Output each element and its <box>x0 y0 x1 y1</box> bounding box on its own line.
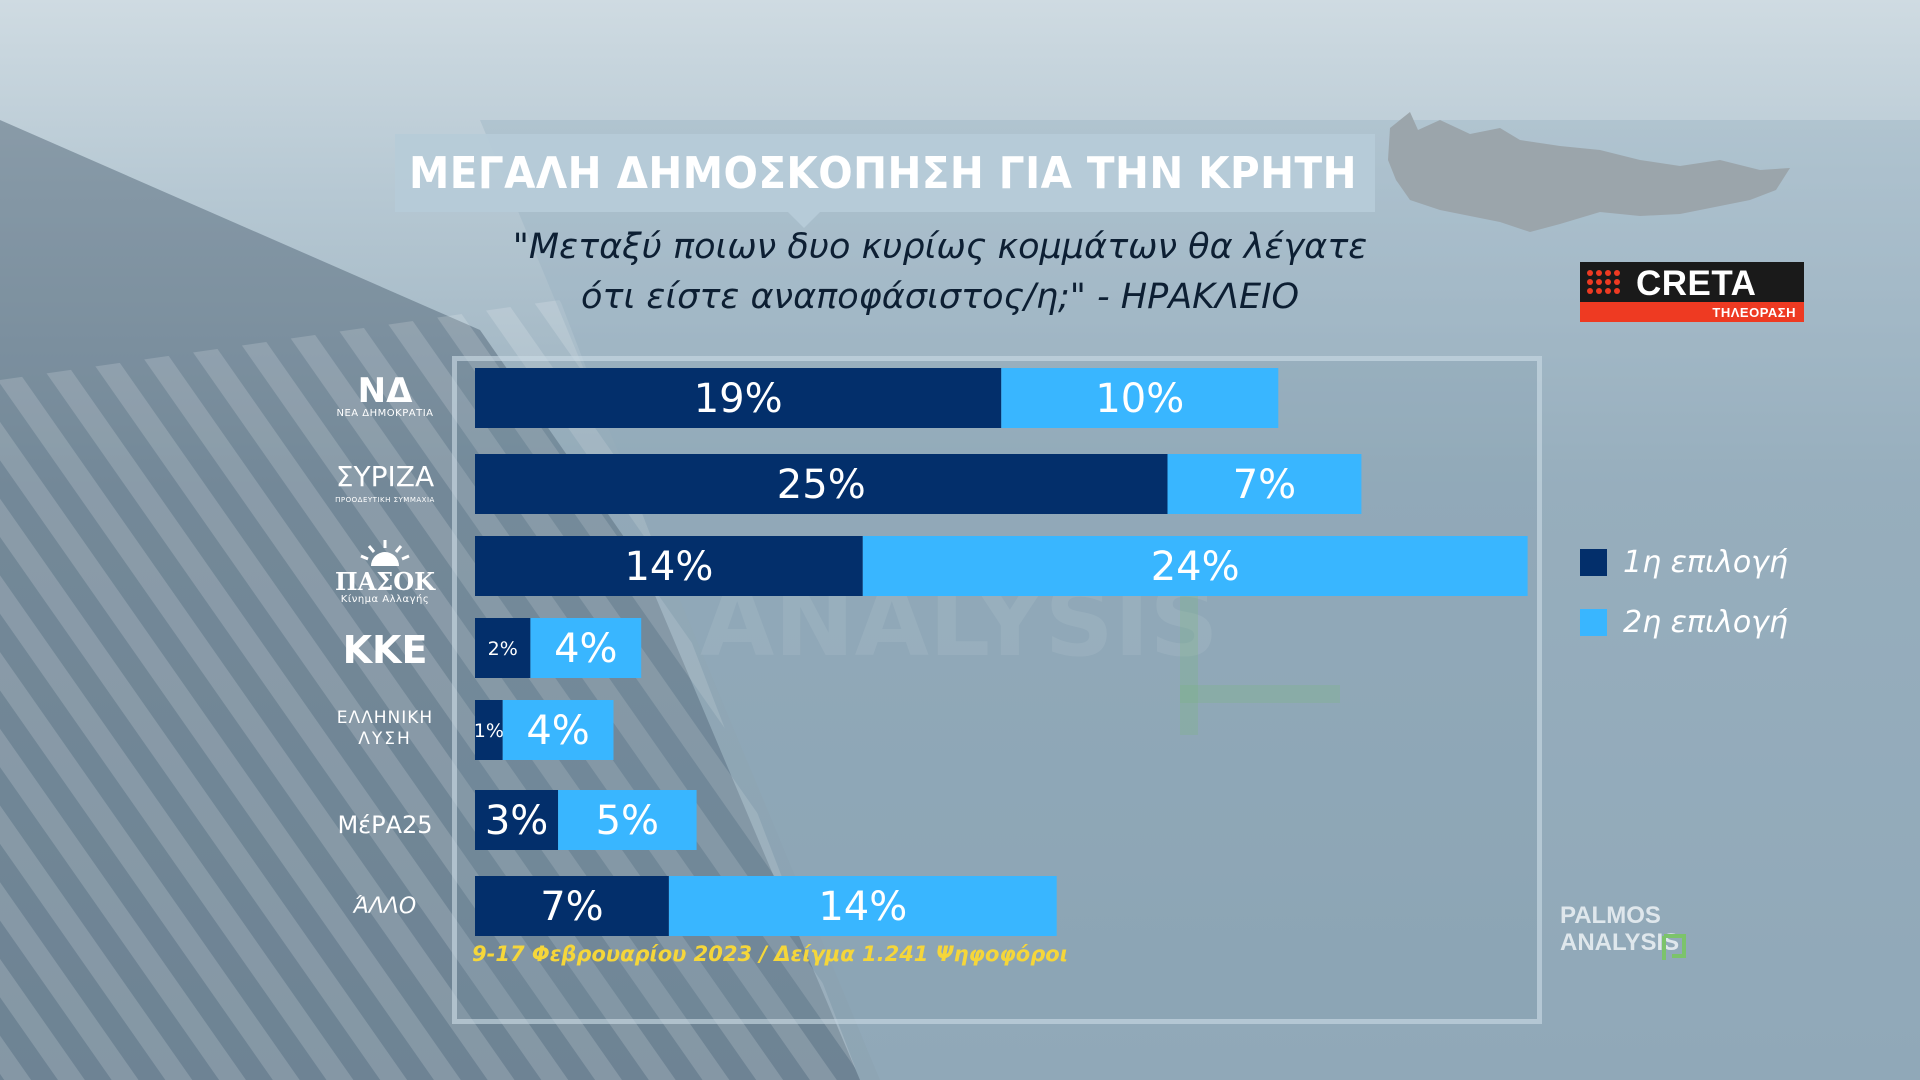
creta-tv-logo: CRETA ΤΗΛΕΟΡΑΣΗ <box>1580 262 1804 322</box>
bar-nd-first-choice <box>475 368 1002 428</box>
data-label-elliniki-lysi-first-choice: 1% <box>474 720 504 742</box>
data-label-nd-second-choice: 10% <box>1095 376 1184 422</box>
party-logo-pasok: ΠΑΣΟΚ Κίνημα Αλλαγής <box>320 540 450 606</box>
party-logo-mera25-mark: ΜέΡΑ25 <box>337 811 433 839</box>
creta-logo-subtitle: ΤΗΛΕΟΡΑΣΗ <box>1712 305 1796 320</box>
party-logo-pasok-subtitle: Κίνημα Αλλαγής <box>340 594 430 605</box>
legend-label-first-choice: 1η επιλογή <box>1623 544 1788 580</box>
party-logo-mera25: ΜέΡΑ25 <box>320 808 450 842</box>
legend-item-first-choice: 1η επιλογή <box>1580 532 1788 592</box>
data-label-nd-first-choice: 19% <box>694 376 783 422</box>
bar-mera25-second-choice <box>558 790 697 850</box>
data-label-mera25-first-choice: 3% <box>485 798 548 844</box>
legend-label-second-choice: 2η επιλογή <box>1623 604 1788 640</box>
party-logo-elliniki-lysi: ΕΛΛΗΝΙΚΗ ΛΥΣΗ <box>320 708 450 750</box>
sun-icon <box>360 540 410 580</box>
party-logo-kke: ΚΚΕ <box>320 630 450 670</box>
bar-kke-second-choice <box>530 618 642 678</box>
bar-elliniki-lysi-second-choice <box>502 700 614 760</box>
data-label-allo-first-choice: 7% <box>540 884 603 930</box>
title-banner: ΜΕΓΑΛΗ ΔΗΜΟΣΚΟΠΗΣΗ ΓΙΑ ΤΗΝ ΚΡΗΤΗ <box>395 134 1375 212</box>
party-logo-kke-mark: ΚΚΕ <box>342 628 428 672</box>
bar-pasok-second-choice <box>862 536 1528 596</box>
data-label-syriza-second-choice: 7% <box>1233 462 1296 508</box>
party-logo-syriza-mark: ΣΥΡΙΖΑ <box>335 460 435 493</box>
survey-question: "Μεταξύ ποιων δυο κυρίως κομμάτων θα λέγ… <box>500 222 1380 322</box>
bar-mera25-first-choice <box>475 790 559 850</box>
bar-elliniki-lysi-first-choice <box>475 700 503 760</box>
data-label-kke-first-choice: 2% <box>488 638 518 660</box>
question-line-1: "Μεταξύ ποιων δυο κυρίως κομμάτων θα λέγ… <box>512 227 1368 267</box>
title-banner-pointer <box>788 212 820 228</box>
question-line-2: ότι είστε αναποφάσιστος/η;" - ΗΡΑΚΛΕΙΟ <box>580 277 1300 317</box>
chart-legend: 1η επιλογή 2η επιλογή <box>1580 532 1788 652</box>
bar-syriza-second-choice <box>1167 454 1362 514</box>
palmos-bracket-icon <box>1662 934 1686 960</box>
party-logo-syriza-subtitle: ΠΡΟΟΔΕΥΤΙΚΗ ΣΥΜΜΑΧΙΑ <box>335 496 435 504</box>
party-logo-pasok-mark: ΠΑΣΟΚ <box>334 567 436 596</box>
bar-pasok-first-choice <box>475 536 863 596</box>
palmos-logo-line-2: ANALYSIS <box>1560 929 1680 956</box>
crete-map-silhouette <box>1388 112 1790 232</box>
palmos-analysis-logo: PALMOS ANALYSIS <box>1560 902 1679 956</box>
creta-dots-icon <box>1587 270 1620 294</box>
data-label-syriza-first-choice: 25% <box>777 462 866 508</box>
party-logo-allo: ΆΛΛΟ <box>320 890 450 924</box>
bar-kke-first-choice <box>475 618 531 678</box>
party-logo-elliniki-lysi-mark: ΕΛΛΗΝΙΚΗ <box>336 708 434 728</box>
party-logo-elliniki-lysi-subtitle: ΛΥΣΗ <box>358 729 412 749</box>
party-logo-syriza: ΣΥΡΙΖΑ ΠΡΟΟΔΕΥΤΙΚΗ ΣΥΜΜΑΧΙΑ <box>320 460 450 506</box>
legend-swatch-second-choice <box>1580 608 1607 636</box>
data-label-pasok-second-choice: 24% <box>1151 544 1240 590</box>
page-title: ΜΕΓΑΛΗ ΔΗΜΟΣΚΟΠΗΣΗ ΓΙΑ ΤΗΝ ΚΡΗΤΗ <box>409 147 1357 199</box>
data-label-mera25-second-choice: 5% <box>596 798 659 844</box>
data-label-allo-second-choice: 14% <box>818 884 907 930</box>
bar-nd-second-choice <box>1001 368 1279 428</box>
creta-logo-name: CRETA <box>1636 264 1757 303</box>
bar-allo-second-choice <box>668 876 1057 936</box>
data-label-pasok-first-choice: 14% <box>624 544 713 590</box>
legend-item-second-choice: 2η επιλογή <box>1580 592 1788 652</box>
party-logo-nd-subtitle: ΝΕΑ ΔΗΜΟΚΡΑΤΙΑ <box>336 408 434 419</box>
legend-swatch-first-choice <box>1580 548 1607 576</box>
bar-syriza-first-choice <box>475 454 1168 514</box>
party-logo-nd-mark: ΝΔ <box>357 371 413 411</box>
palmos-logo-line-1: PALMOS <box>1560 902 1661 929</box>
party-logo-nd: ΝΔ ΝΕΑ ΔΗΜΟΚΡΑΤΙΑ <box>320 374 450 420</box>
survey-footnote: 9-17 Φεβρουαρίου 2023 / Δείγμα 1.241 Ψηφ… <box>472 942 1068 966</box>
data-label-elliniki-lysi-second-choice: 4% <box>526 708 589 754</box>
bar-allo-first-choice <box>475 876 669 936</box>
party-label-allo: ΆΛΛΟ <box>353 894 417 919</box>
data-label-kke-second-choice: 4% <box>554 626 617 672</box>
